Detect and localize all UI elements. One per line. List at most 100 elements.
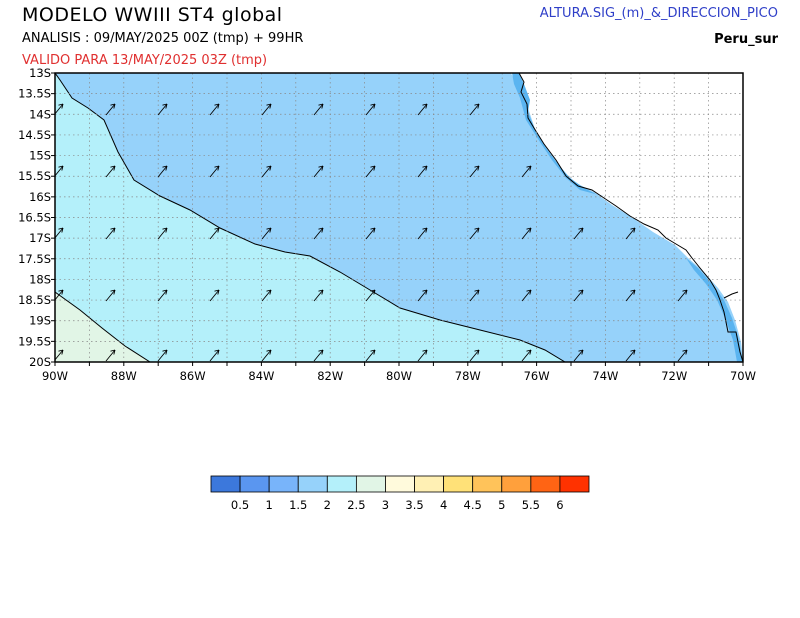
wave-arrow — [417, 103, 428, 116]
wave-arrow-head — [474, 103, 480, 109]
wave-arrow-head — [58, 227, 64, 233]
lat-tick-label: 18.5S — [18, 293, 51, 307]
wave-arrow-head — [578, 349, 584, 355]
colorbar-label: 1.5 — [289, 498, 307, 512]
colorbar-label: 2 — [324, 498, 331, 512]
wave-arrow — [157, 227, 168, 240]
map-title: MODELO WWIII ST4 global — [22, 4, 283, 26]
wave-arrow-head — [214, 103, 220, 109]
wave-arrow-head — [370, 227, 376, 233]
colorbar-swatch — [472, 475, 503, 493]
colorbar-swatch — [530, 475, 561, 493]
wave-arrow — [209, 227, 220, 240]
wave-arrow-head — [266, 165, 272, 171]
lat-tick-label: 16.5S — [18, 211, 51, 225]
wave-arrow — [365, 349, 376, 362]
lat-tick-label: 13.5S — [18, 87, 51, 101]
wave-arrow — [105, 349, 116, 362]
wave-arrow-head — [266, 103, 272, 109]
wave-arrow — [625, 227, 636, 240]
wave-arrow — [365, 289, 376, 302]
wave-arrow-head — [370, 289, 376, 295]
wave-arrow-head — [630, 349, 636, 355]
colorbar: 0.5 1 1.5 2 2.5 3 3.5 4 4.5 5 5.5 6 — [210, 475, 590, 512]
wave-arrow — [469, 227, 480, 240]
colorbar-swatch — [443, 475, 474, 493]
wave-arrow-head — [214, 165, 220, 171]
wave-arrow-head — [318, 227, 324, 233]
coastline — [518, 73, 743, 362]
wave-arrow-head — [682, 289, 688, 295]
wave-arrow — [261, 227, 272, 240]
wave-arrow-head — [266, 349, 272, 355]
region-name: Peru_sur — [714, 32, 778, 47]
wave-arrow — [157, 289, 168, 302]
wave-arrow-head — [110, 289, 116, 295]
wave-arrow-head — [422, 289, 428, 295]
wave-arrow — [157, 165, 168, 178]
colorbar-label: 1 — [265, 498, 272, 512]
lon-tick-label: 86W — [180, 369, 206, 383]
wave-arrow — [417, 227, 428, 240]
height-band-2-2-5 — [55, 73, 565, 362]
wave-arrow-head — [162, 103, 168, 109]
wave-arrow — [313, 103, 324, 116]
lat-tick-label: 20S — [29, 355, 51, 369]
wave-arrow — [209, 103, 220, 116]
wave-arrow — [573, 349, 584, 362]
colorbar-label: 2.5 — [347, 498, 365, 512]
colorbar-label: 5.5 — [522, 498, 540, 512]
wave-arrow-head — [214, 289, 220, 295]
wave-arrow-head — [110, 349, 116, 355]
lat-tick-label: 17.5S — [18, 252, 51, 266]
colorbar-label: 5 — [498, 498, 505, 512]
wave-arrow — [521, 165, 532, 178]
wave-arrow — [261, 103, 272, 116]
wave-arrow — [209, 165, 220, 178]
wave-arrow — [157, 103, 168, 116]
colorbar-swatch — [326, 475, 357, 493]
wave-arrow-head — [526, 289, 532, 295]
colorbar-swatch — [239, 475, 270, 493]
wave-arrow-head — [58, 103, 64, 109]
wave-arrow — [625, 289, 636, 302]
colorbar-label: 3 — [382, 498, 389, 512]
wave-arrow-head — [162, 349, 168, 355]
lon-tick-label: 88W — [111, 369, 137, 383]
wave-arrow — [469, 349, 480, 362]
wave-arrow-head — [630, 289, 636, 295]
wave-arrow — [365, 227, 376, 240]
wave-arrow — [261, 165, 272, 178]
wave-arrow-head — [370, 349, 376, 355]
wave-arrow — [261, 289, 272, 302]
wave-arrow — [417, 289, 428, 302]
wave-arrow — [469, 165, 480, 178]
wave-arrow-head — [318, 289, 324, 295]
wave-arrow-head — [370, 103, 376, 109]
lat-tick-label: 18S — [29, 272, 51, 286]
valid-time: VALIDO PARA 13/MAY/2025 03Z (tmp) — [22, 53, 268, 68]
lon-tick-label: 74W — [592, 369, 618, 383]
wave-arrow — [625, 349, 636, 362]
wave-direction-arrows — [55, 103, 688, 362]
wave-arrow-head — [266, 227, 272, 233]
wave-arrow-head — [110, 165, 116, 171]
wave-arrow — [573, 227, 584, 240]
wave-arrow-head — [682, 349, 688, 355]
lat-tick-label: 17S — [29, 231, 51, 245]
wave-arrow — [417, 165, 428, 178]
lon-tick-label: 84W — [248, 369, 274, 383]
wave-arrow — [521, 349, 532, 362]
wave-arrow-head — [266, 289, 272, 295]
wave-arrow-head — [526, 227, 532, 233]
wave-arrow — [105, 103, 116, 116]
lon-tick-label: 72W — [661, 369, 687, 383]
colorbar-label: 6 — [556, 498, 563, 512]
wave-arrow — [105, 289, 116, 302]
grid-lines — [55, 73, 743, 362]
wave-arrow — [573, 289, 584, 302]
wave-arrow-head — [578, 289, 584, 295]
wave-arrow — [677, 349, 688, 362]
axis-ticks — [51, 72, 744, 366]
